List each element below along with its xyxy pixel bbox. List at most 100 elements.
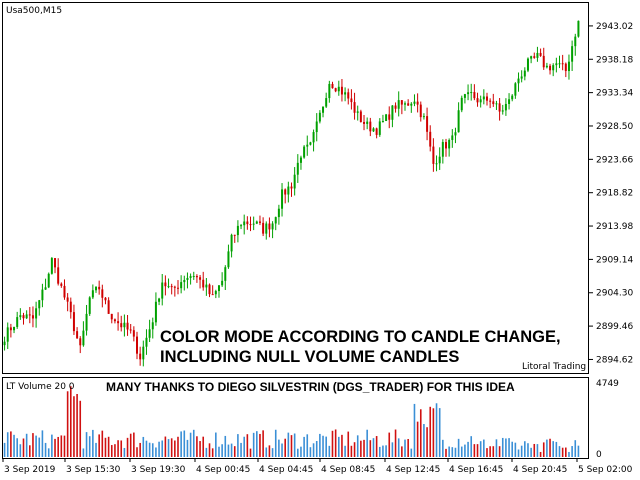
candle-body [561,63,564,65]
price-tick-label: 2918.82 [596,189,633,199]
candle-body [31,315,34,319]
candle-body [542,55,545,68]
candle-body [296,162,299,175]
candle-body [136,336,139,354]
candle-body [350,98,353,103]
candle-body [545,65,548,68]
price-tick-label: 2913.98 [596,222,633,232]
candle-body [139,353,142,360]
candle-body [485,96,488,101]
candle-body [142,346,145,360]
candle-body [385,114,388,122]
price-tick-label: 2938.18 [596,55,633,65]
candle-body [325,98,328,107]
candle-body [281,189,284,209]
candle-body [95,286,98,291]
candle-body [252,223,255,225]
candle-body [9,327,12,331]
candle-body [432,146,435,164]
candle-body [3,341,6,346]
candle-body [205,284,208,288]
candle-body [110,313,113,320]
candle-body [66,297,69,302]
candle-body [413,101,416,104]
candle-body [85,313,88,331]
candle-body [479,99,482,103]
candle-body [176,287,179,289]
candle-body [552,65,555,71]
candle-body [337,86,340,92]
candle-body [202,279,205,288]
candle-body [25,314,28,319]
candle-body [287,186,290,195]
candle-body [230,234,233,252]
candle-body [72,312,75,332]
price-tick-label: 2909.14 [596,255,633,265]
candle-body [88,297,91,314]
time-tick-label: 3 Sep 19:30 [131,465,186,475]
candle-body [164,282,167,287]
candle-body [533,56,536,58]
candle-body [208,284,211,295]
price-tick-label: 2923.66 [596,155,633,165]
candle-body [113,319,116,322]
candle-body [511,95,514,100]
candle-body [183,279,186,283]
candle-body [318,112,321,122]
credit-label: Litoral Trading [522,362,586,372]
candle-body [394,105,397,109]
candle-body [189,276,192,278]
candle-body [236,225,239,236]
candle-body [526,58,529,71]
candle-body [28,314,31,316]
candle-body [299,157,302,163]
time-tick-label: 4 Sep 12:45 [386,465,440,475]
candle-body [378,121,381,135]
candle-body [274,217,277,224]
volume-pane-frame [2,377,589,459]
candle-body [448,139,451,149]
price-tick-label: 2943.02 [596,22,633,32]
candle-body [347,92,350,99]
time-tick-label: 4 Sep 16:45 [449,465,503,475]
candle-body [571,46,574,62]
candle-body [129,329,132,331]
candle-body [577,20,580,37]
time-tick-label: 4 Sep 20:45 [513,465,567,475]
candle-body [422,116,425,118]
candle-body [492,101,495,105]
candle-body [501,110,504,112]
annotation-line-1: COLOR MODE ACCORDING TO CANDLE CHANGE, [160,328,561,346]
candle-body [217,285,220,292]
candle-body [258,221,261,223]
candle-body [331,83,334,89]
candle-body [107,300,110,314]
candle-body [243,221,246,226]
time-tick-label: 5 Sep 02:00 [578,465,633,475]
thanks-annotation: MANY THANKS TO DIEGO SILVESTRIN (DGS_TRA… [106,380,515,394]
time-tick-label: 3 Sep 15:30 [66,465,121,475]
candle-body [366,121,369,124]
candle-body [120,323,123,328]
candle-body [536,52,539,58]
candle-body [22,315,25,319]
candle-body [495,103,498,105]
candle-body [473,92,476,99]
candle-body [233,234,236,236]
candle-body [35,308,38,319]
candle-body [504,103,507,111]
candle-body [539,52,542,56]
candle-body [167,286,170,288]
candle-body [555,63,558,66]
time-tick-label: 4 Sep 04:45 [259,465,313,475]
candle-body [356,111,359,113]
candle-body [388,114,391,120]
candle-body [16,317,19,327]
volume-axis: 4749 0 [596,379,619,460]
candle-body [240,225,243,227]
candle-body [50,258,53,274]
candle-body [145,337,148,347]
candle-body [101,289,104,298]
price-tick-label: 2928.50 [596,122,633,132]
